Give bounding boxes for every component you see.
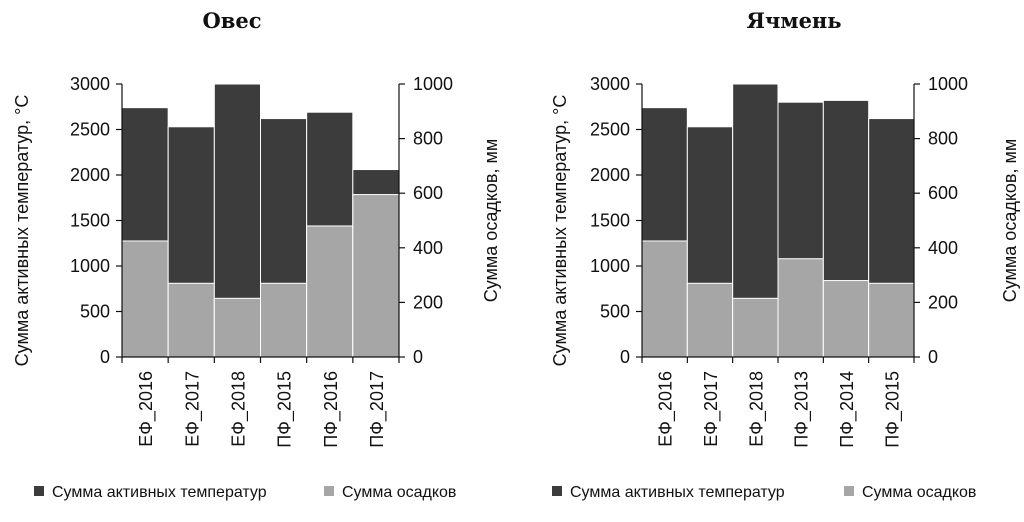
x-tick-label: ЕФ_2016 <box>656 371 677 447</box>
x-tick-label: ПФ_2015 <box>882 371 903 448</box>
y-axis-label-left: Сумма активных температур, °С <box>550 95 570 367</box>
bar-precipitation <box>167 282 215 358</box>
y-tick-label-left: 1500 <box>70 211 110 231</box>
legend-label-temperature: Сумма активных температур <box>570 484 785 501</box>
legend-swatch-precipitation <box>844 486 854 496</box>
y-tick-label-right: 800 <box>928 129 958 149</box>
y-tick-label-right: 1000 <box>413 74 453 94</box>
y-tick-label-left: 2000 <box>590 165 630 185</box>
y-tick-label-right: 200 <box>413 292 443 312</box>
legend-swatch-precipitation <box>324 486 334 496</box>
legend-label-temperature: Сумма активных температур <box>52 484 267 501</box>
chart-title: Ячмень <box>746 8 841 33</box>
y-axis-label-left: Сумма активных температур, °С <box>12 95 32 367</box>
x-tick-label: ЕФ_2018 <box>746 371 767 447</box>
chart-title: Овес <box>202 8 261 33</box>
legend: Сумма активных температур Сумма осадков <box>34 484 456 501</box>
x-tick-label: ЕФ_2017 <box>701 371 722 447</box>
y-tick-label-left: 2500 <box>590 120 630 140</box>
y-tick-label-left: 1000 <box>70 256 110 276</box>
y-tick-label-left: 3000 <box>70 74 110 94</box>
bar-precipitation <box>260 282 308 358</box>
x-tick-label: ПФ_2016 <box>321 371 342 448</box>
chart-panel-2: Ячмень 0 500 1000 1500 2000 2500 3000 0 200 400 600… <box>550 8 1020 501</box>
y-tick-label-right: 1000 <box>928 74 968 94</box>
y-tick-label-left: 0 <box>620 347 630 367</box>
y-tick-label-left: 0 <box>100 347 110 367</box>
bar-precipitation <box>822 280 870 358</box>
y-tick-label-left: 3000 <box>590 74 630 94</box>
y-tick-label-right: 600 <box>413 183 443 203</box>
y-tick-label-right: 400 <box>413 238 443 258</box>
legend-swatch-temperature <box>34 486 44 496</box>
legend-swatch-temperature <box>552 486 562 496</box>
legend: Сумма активных температур Сумма осадков <box>552 484 976 501</box>
x-tick-label: ПФ_2017 <box>367 371 388 448</box>
y-tick-label-right: 0 <box>928 347 938 367</box>
chart-panel-1: Овес 0 500 1000 1500 2000 2500 3000 0 200 400 600 80… <box>12 8 501 501</box>
x-tick-label: ПФ_2013 <box>792 371 813 448</box>
bar-precipitation <box>868 282 915 358</box>
y-tick-label-left: 500 <box>600 302 630 322</box>
y-tick-label-right: 200 <box>928 292 958 312</box>
y-tick-label-right: 0 <box>413 347 423 367</box>
y-tick-label-right: 600 <box>928 183 958 203</box>
x-tick-label: ЕФ_2017 <box>182 371 203 447</box>
bar-precipitation <box>641 240 688 358</box>
y-tick-label-left: 1000 <box>590 256 630 276</box>
x-tick-label: ЕФ_2016 <box>136 371 157 447</box>
legend-label-precipitation: Сумма осадков <box>862 484 976 501</box>
legend-label-precipitation: Сумма осадков <box>342 484 456 501</box>
bar-precipitation <box>306 225 354 358</box>
bar-precipitation <box>686 282 734 358</box>
y-tick-label-left: 2000 <box>70 165 110 185</box>
x-tick-label: ПФ_2015 <box>275 371 296 448</box>
y-tick-label-left: 500 <box>80 302 110 322</box>
x-tick-label: ЕФ_2018 <box>228 371 249 447</box>
x-tick-label: ПФ_2014 <box>837 371 858 448</box>
y-axis-label-right: Сумма осадков, мм <box>481 139 501 303</box>
bar-precipitation <box>121 240 169 358</box>
bar-precipitation <box>777 258 824 358</box>
y-tick-label-right: 800 <box>413 129 443 149</box>
y-tick-label-right: 400 <box>928 238 958 258</box>
y-axis-label-right: Сумма осадков, мм <box>1000 139 1020 303</box>
bar-precipitation <box>352 194 400 358</box>
y-tick-label-left: 2500 <box>70 120 110 140</box>
bar-precipitation <box>732 297 779 358</box>
y-tick-label-left: 1500 <box>590 211 630 231</box>
bar-precipitation <box>213 297 261 358</box>
